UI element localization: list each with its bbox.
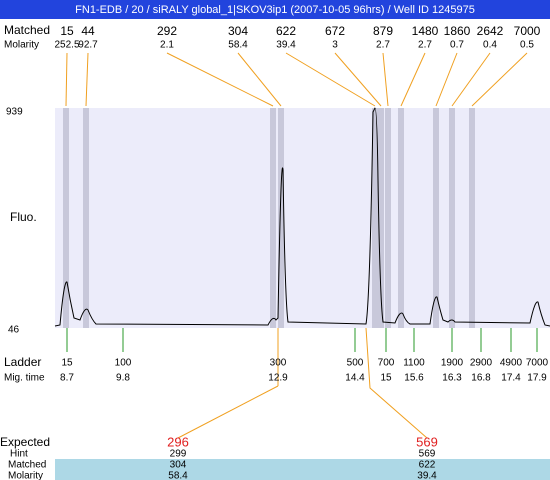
peak-molarity: 3 [332,40,338,51]
peak-band [385,108,391,328]
mig-time: 15.6 [404,373,424,384]
peak-connector [382,52,389,107]
ladder-size: 500 [347,358,364,369]
peak-size: 672 [325,24,345,38]
peak-size: 1860 [444,24,471,38]
molarity-label: Molarity [8,471,43,480]
highlight-rows [55,459,550,480]
mig-time: 12.9 [268,373,288,384]
peak-band [378,108,384,328]
hint-size: 569 [419,449,436,460]
peak-molarity: 39.4 [276,40,296,51]
peak-band [270,108,276,328]
title-bar [0,0,550,19]
peak-band [372,108,378,328]
expected-size: 296 [167,434,189,449]
ladder-size: 2900 [470,358,493,369]
peak-band [278,108,284,328]
ladder-size: 300 [270,358,287,369]
mig-time: 15 [380,373,392,384]
mig-time: 16.8 [471,373,491,384]
peak-size: 292 [157,24,177,38]
peak-size: 7000 [514,24,541,38]
peak-connector [285,52,376,107]
peak-molarity: 58.4 [228,40,248,51]
peak-molarity: 252.5 [54,40,79,51]
ladder-size: 4900 [500,358,523,369]
peak-connector [451,52,491,107]
ladder-size: 15 [61,358,73,369]
expected-label: Expected [0,435,50,449]
connector [177,385,279,439]
peak-connector [85,52,89,107]
peak-band [63,108,69,328]
peak-size: 622 [276,24,296,38]
y-min-label: 46 [8,325,20,336]
matched-molarity: 58.4 [168,471,188,480]
peak-connector [400,52,426,107]
y-max-label: 939 [6,107,23,118]
mig-time: 17.9 [527,373,547,384]
matched-size: 304 [170,460,187,471]
peak-band [469,108,475,328]
matched-molarity: 39.4 [417,471,437,480]
trace [54,107,550,327]
connector [365,327,428,439]
expected-size: 569 [416,434,438,449]
mig-time: 14.4 [345,373,365,384]
peak-connector [334,52,382,107]
ladder-size: 100 [115,358,132,369]
peak-molarity: 2.1 [160,40,174,51]
mig-time: 9.8 [116,373,130,384]
peak-connector [435,52,458,107]
peak-size-label: Matched [4,23,50,37]
matched-label: Matched [8,460,46,471]
peak-molarity: 0.5 [520,40,534,51]
ladder-label: Ladder [4,355,41,369]
peak-band [449,108,455,328]
peak-size: 879 [373,24,393,38]
mig-time: 17.4 [501,373,521,384]
peak-band [433,108,439,328]
mig-time: 8.7 [60,373,74,384]
peak-molarity-label: Molarity [4,40,39,51]
peak-band [398,108,404,328]
peak-molarity: 0.7 [450,40,464,51]
peak-size: 15 [60,24,74,38]
peak-connector [166,52,274,107]
peak-band [83,108,89,328]
peak-molarity: 2.7 [418,40,432,51]
hint-size: 299 [170,449,187,460]
peak-molarity: 92.7 [78,40,98,51]
peak-connector [65,52,68,107]
hint-label: Hint [10,449,28,460]
ladder-size: 1900 [441,358,464,369]
matched-size: 622 [419,460,436,471]
ladder-size: 7000 [526,358,549,369]
plot-area [55,108,550,328]
mig-time-label: Mig. time [4,373,45,384]
peak-size: 44 [81,24,95,38]
peak-connector [471,52,528,107]
ladder-size: 700 [378,358,395,369]
peak-size: 2642 [477,24,504,38]
peak-size: 304 [228,24,248,38]
ladder-size: 1100 [403,358,425,369]
peak-size: 1480 [412,24,439,38]
peak-molarity: 2.7 [376,40,390,51]
title: FN1-EDB / 20 / siRALY global_1|SKOV3ip1 … [75,4,475,16]
peak-molarity: 0.4 [483,40,497,51]
y-axis-label: Fluo. [10,210,37,224]
mig-time: 16.3 [442,373,462,384]
peak-connector [237,52,282,107]
